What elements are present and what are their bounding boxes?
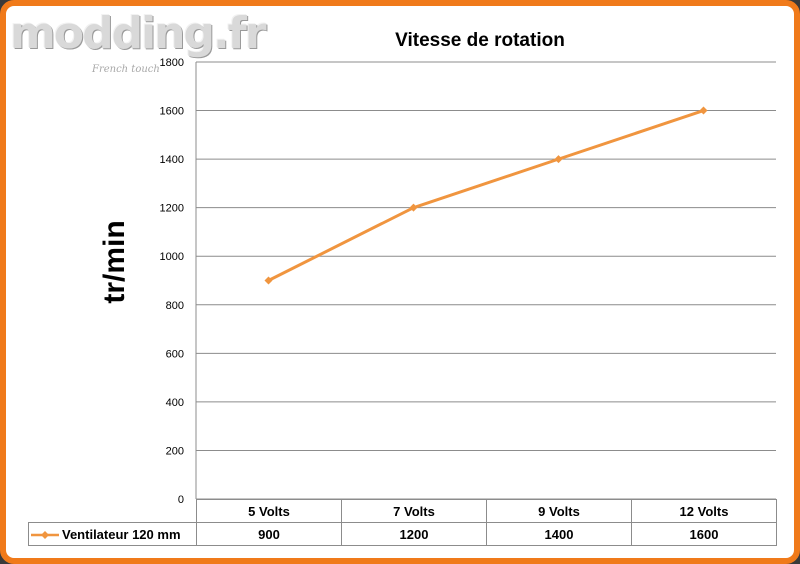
data-point [409,203,418,212]
y-tick-label: 1000 [160,251,184,263]
data-cell: 1600 [631,522,777,546]
data-cell: 1200 [341,522,487,546]
category-label: 5 Volts [196,499,342,523]
legend-series-name: Ventilateur 120 mm [62,526,181,542]
legend-marker-icon [31,531,59,540]
chart-title: Vitesse de rotation [395,30,565,51]
y-tick-label: 1800 [160,57,184,69]
y-tick-label: 1600 [160,106,184,118]
data-cell: 900 [196,522,342,546]
y-tick-label: 600 [166,348,184,360]
table-corner [28,499,197,523]
watermark-logo: modding.fr [10,8,267,59]
series-row: Ventilateur 120 mm 900 1200 1400 1600 [28,522,777,546]
series-layer [264,106,708,285]
y-tick-label: 400 [166,397,184,409]
y-tick-label: 1400 [160,154,184,166]
y-tick-label: 200 [166,445,184,457]
watermark-tagline: French touch [92,64,160,75]
category-row: 5 Volts 7 Volts 9 Volts 12 Volts [28,499,777,523]
data-cell: 1400 [486,522,632,546]
category-label: 12 Volts [631,499,777,523]
category-label: 9 Volts [486,499,632,523]
y-tick-label: 1200 [160,203,184,215]
data-table: 5 Volts 7 Volts 9 Volts 12 Volts Ventila… [28,499,777,546]
data-point [264,276,273,285]
category-label: 7 Volts [341,499,487,523]
y-tick-label: 800 [166,300,184,312]
axes [195,62,776,500]
series-line [267,109,704,282]
gridlines [196,61,776,451]
legend-entry: Ventilateur 120 mm [28,522,197,546]
data-point [699,106,708,115]
data-point [554,155,563,164]
